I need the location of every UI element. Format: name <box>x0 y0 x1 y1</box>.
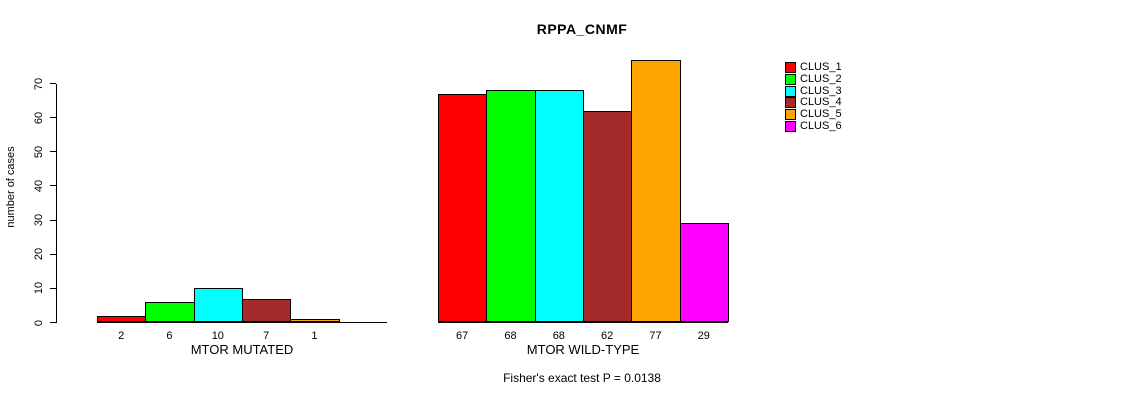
x-baseline <box>438 322 728 323</box>
y-axis-tick <box>50 287 56 289</box>
legend: CLUS_1 CLUS_2 CLUS_3 CLUS_4 CLUS_5 CLUS_… <box>785 62 842 132</box>
bar-value-label: 29 <box>697 330 710 342</box>
bar-value-label: 77 <box>649 330 662 342</box>
y-axis-tick-label: 10 <box>33 282 45 295</box>
y-axis-tick <box>50 322 56 323</box>
legend-label-clus-5: CLUS_5 <box>800 107 842 120</box>
bar-value-label: 7 <box>263 330 270 342</box>
legend-item: CLUS_2 <box>785 72 842 86</box>
bar-value-label: 68 <box>552 330 565 342</box>
legend-label-clus-3: CLUS_3 <box>800 84 842 97</box>
bar-value-label: 68 <box>504 330 517 342</box>
chart-title: RPPA_CNMF <box>536 21 628 37</box>
y-axis-line <box>56 83 57 323</box>
bar-value-label: 62 <box>601 330 614 342</box>
bar <box>534 90 584 323</box>
y-axis-tick <box>50 219 56 221</box>
x-baseline <box>97 322 387 323</box>
y-axis-tick-label: 50 <box>33 145 45 158</box>
legend-swatch-clus-6 <box>785 120 796 132</box>
legend-label-clus-1: CLUS_1 <box>800 61 842 74</box>
legend-swatch-clus-2 <box>785 73 796 85</box>
x-group-label-mutated: MTOR MUTATED <box>190 342 294 357</box>
y-axis-tick <box>50 185 56 187</box>
bar-value-label: 67 <box>456 330 469 342</box>
legend-swatch-clus-3 <box>785 85 796 97</box>
legend-item: CLUS_5 <box>785 107 842 121</box>
legend-swatch-clus-1 <box>785 62 796 74</box>
bar <box>486 90 536 323</box>
y-axis-tick <box>50 253 56 255</box>
bar <box>438 93 488 323</box>
bar <box>582 110 633 323</box>
legend-item: CLUS_4 <box>785 97 842 109</box>
y-axis-tick <box>50 151 56 153</box>
y-axis-tick <box>50 83 56 84</box>
bar <box>145 302 195 323</box>
y-axis-tick-label: 70 <box>33 77 45 90</box>
annotation-text: Fisher's exact test P = 0.0138 <box>503 371 661 385</box>
legend-item: CLUS_6 <box>785 120 842 132</box>
bar <box>241 298 292 323</box>
bar <box>631 59 681 323</box>
legend-label-clus-6: CLUS_6 <box>800 119 842 132</box>
y-axis-tick-label: 60 <box>33 111 45 124</box>
bar <box>193 288 243 323</box>
legend-item: CLUS_3 <box>785 85 842 97</box>
bar <box>97 315 147 323</box>
y-axis-tick <box>50 117 56 119</box>
legend-swatch-clus-4 <box>785 97 796 109</box>
y-axis-tick-label: 20 <box>33 248 45 261</box>
y-axis-label: number of cases <box>5 146 17 228</box>
bar-value-label: 10 <box>211 330 224 342</box>
bar <box>290 319 340 323</box>
bar-value-label: 6 <box>166 330 173 342</box>
bar <box>679 223 729 323</box>
y-axis-tick-label: 0 <box>33 319 45 326</box>
legend-label-clus-2: CLUS_2 <box>800 72 842 85</box>
legend-label-clus-4: CLUS_4 <box>800 96 842 109</box>
y-axis-tick-label: 40 <box>33 179 45 193</box>
bar-value-label: 2 <box>118 330 125 342</box>
legend-item: CLUS_1 <box>785 62 842 74</box>
y-axis-tick-label: 30 <box>33 213 45 227</box>
x-group-label-wildtype: MTOR WILD-TYPE <box>526 342 640 357</box>
legend-swatch-clus-5 <box>785 108 796 120</box>
bar-value-label: 1 <box>311 330 318 342</box>
